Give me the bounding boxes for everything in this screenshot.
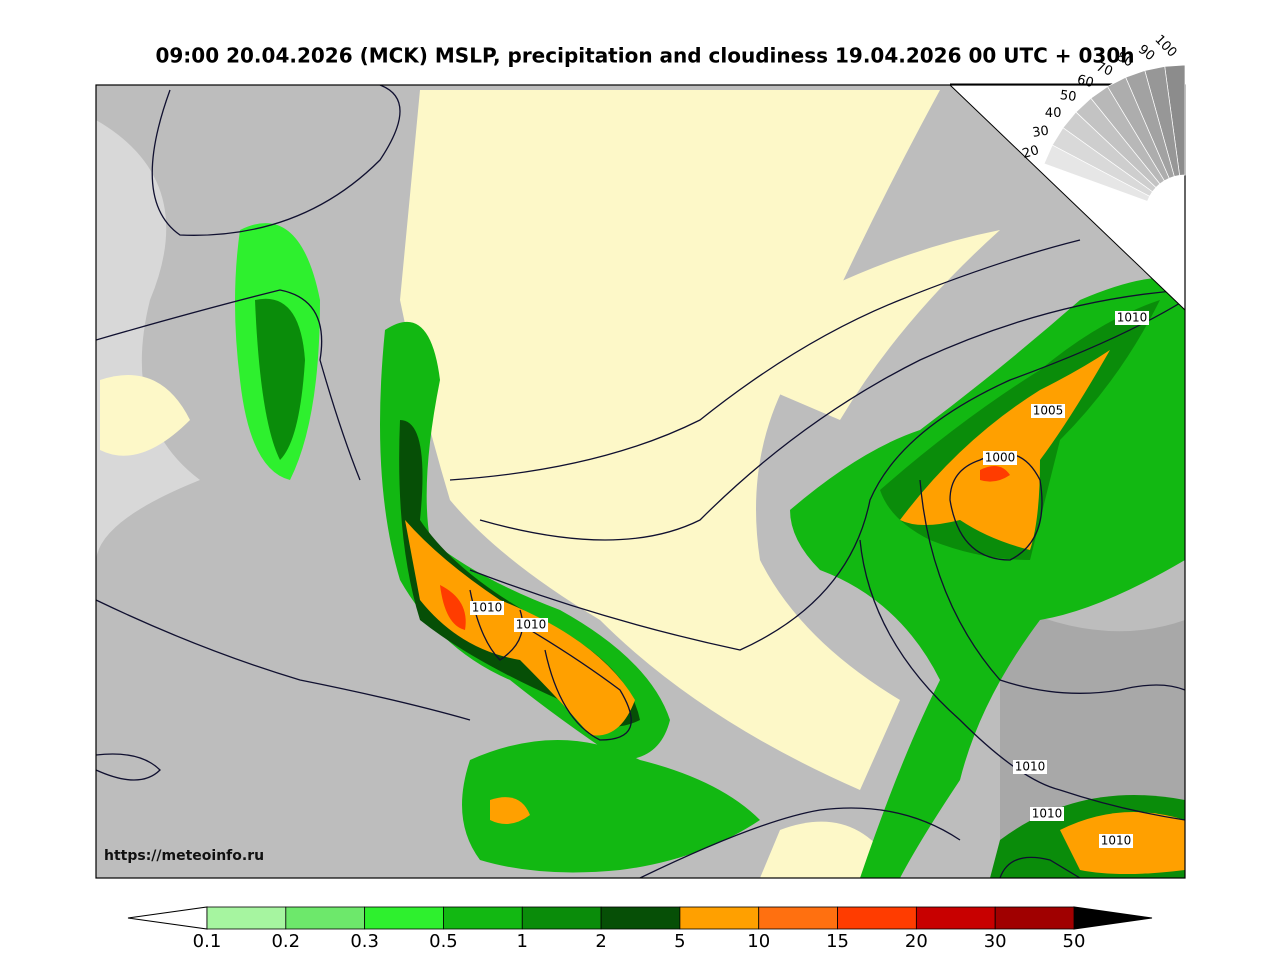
isobar-label: 1010 <box>1032 807 1063 821</box>
legend-label: 50 <box>1063 931 1086 952</box>
legend-label: 30 <box>984 931 1007 952</box>
legend-label: 1 <box>517 931 528 952</box>
cloud-scale-label: 70 <box>1094 59 1115 79</box>
legend-over <box>1073 906 1153 930</box>
legend-swatch <box>364 906 444 930</box>
cloud-scale-label: 20 <box>1021 143 1041 162</box>
cloud-scale-label: 60 <box>1075 72 1095 91</box>
isobar-label-bg <box>1099 834 1133 848</box>
cloud-scale-segment <box>1043 144 1151 202</box>
legend-under <box>127 906 208 930</box>
legend-label: 10 <box>747 931 770 952</box>
legend-swatch <box>521 906 602 930</box>
isobar-label: 1005 <box>1033 404 1064 418</box>
legend-swatch <box>206 906 287 930</box>
isobar-label-bg <box>1031 404 1065 418</box>
isobar-labels: 1010 1005 1000 1010 1010 1010 1010 1010 <box>470 311 1149 848</box>
isobar-label-bg <box>1115 311 1149 325</box>
legend-label: 2 <box>595 931 606 952</box>
cloud-scale-label: 40 <box>1045 106 1062 121</box>
legend-swatch <box>994 906 1075 930</box>
legend-swatch <box>915 906 996 930</box>
legend-swatch <box>600 906 681 930</box>
legend-label: 15 <box>826 931 849 952</box>
isobar-label: 1010 <box>472 601 503 615</box>
cloud-scale-label: 50 <box>1059 88 1077 105</box>
precipitation-legend: 0.1 0.2 0.3 0.5 1 2 5 10 15 20 30 50 <box>127 906 1153 952</box>
cloud-scale-label: 30 <box>1031 124 1050 141</box>
title: 09:00 20.04.2026 (MCK) MSLP, precipitati… <box>155 44 1134 68</box>
map: https://meteoinfo.ru <box>95 83 1186 879</box>
isobar-label-bg <box>514 618 548 632</box>
legend-label: 5 <box>674 931 685 952</box>
legend-swatch <box>443 906 523 930</box>
cloud-scale-label: 80 <box>1114 49 1136 70</box>
isobar-label-bg <box>983 451 1017 465</box>
isobar-label: 1000 <box>985 451 1016 465</box>
cloud-scale-label: 100 <box>1152 32 1180 60</box>
legend-swatch <box>758 906 838 930</box>
isobar-label: 1010 <box>1101 834 1132 848</box>
isobar-label: 1010 <box>516 618 547 632</box>
isobar-label-bg <box>1013 760 1047 774</box>
legend-label: 0.5 <box>429 931 458 952</box>
cloud-scale-label: 90 <box>1135 42 1157 64</box>
legend-swatch <box>679 906 760 930</box>
legend-label: 0.2 <box>271 931 300 952</box>
legend-swatch <box>837 906 917 930</box>
legend-label: 0.1 <box>193 931 222 952</box>
legend-label: 20 <box>905 931 928 952</box>
legend-swatch <box>285 906 366 930</box>
legend-label: 0.3 <box>350 931 379 952</box>
source-url: https://meteoinfo.ru <box>104 848 264 864</box>
isobar-label: 1010 <box>1117 311 1148 325</box>
isobar-label: 1010 <box>1015 760 1046 774</box>
isobar-label-bg <box>1030 807 1064 821</box>
isobar-label-bg <box>470 601 504 615</box>
